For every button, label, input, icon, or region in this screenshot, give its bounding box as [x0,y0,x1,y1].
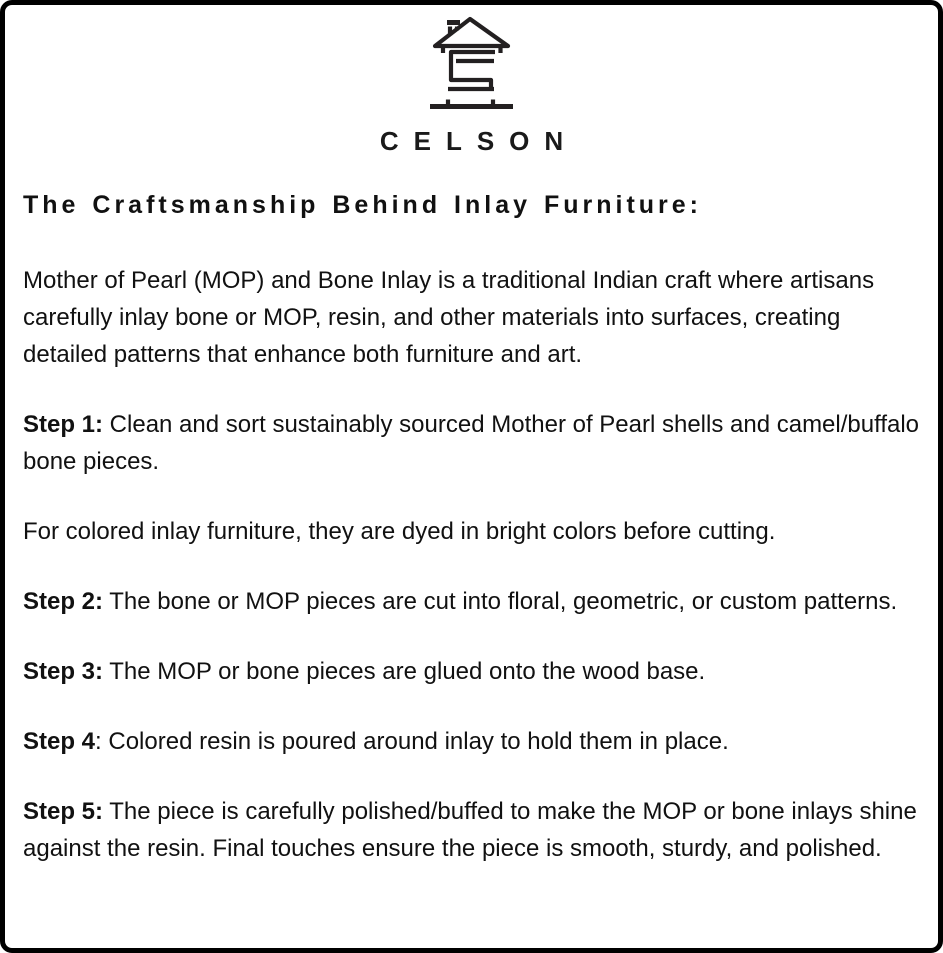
brand-logo: CELSON [19,11,924,157]
step-5-paragraph: Step 5: The piece is carefully polished/… [23,793,920,867]
step-3-paragraph: Step 3: The MOP or bone pieces are glued… [23,653,920,690]
step-5-text: The piece is carefully polished/buffed t… [23,798,917,862]
step-4-text: : Colored resin is poured around inlay t… [95,728,729,755]
dye-note-paragraph: For colored inlay furniture, they are dy… [23,513,920,550]
step-2-text: The bone or MOP pieces are cut into flor… [103,588,898,615]
step-3-label: Step 3: [23,658,104,685]
step-1-text: Clean and sort sustainably sourced Mothe… [23,411,920,475]
craftsmanship-description: Mother of Pearl (MOP) and Bone Inlay is … [19,262,924,867]
brand-name: CELSON [379,126,579,156]
eave-ticks [440,46,503,53]
page-title: The Craftsmanship Behind Inlay Furniture… [23,191,702,219]
step-1-label: Step 1: [23,411,104,438]
step-1-paragraph: Step 1: Clean and sort sustainably sourc… [23,406,920,480]
roof-shape [432,16,510,49]
step-2-label: Step 2: [23,588,104,615]
step-3-text: The MOP or bone pieces are glued onto th… [103,658,706,685]
house-logo-icon [429,16,513,109]
intro-text: Mother of Pearl (MOP) and Bone Inlay is … [23,267,875,368]
chimney-body [447,26,459,36]
intro-paragraph: Mother of Pearl (MOP) and Bone Inlay is … [23,262,920,373]
step-2-paragraph: Step 2: The bone or MOP pieces are cut i… [23,583,920,620]
step-4-paragraph: Step 4: Colored resin is poured around i… [23,723,920,760]
step-5-label: Step 5: [23,798,104,825]
s-monogram-stroke [448,49,495,89]
step-4-label: Step 4 [23,728,96,755]
dye-note-text: For colored inlay furniture, they are dy… [23,518,776,545]
